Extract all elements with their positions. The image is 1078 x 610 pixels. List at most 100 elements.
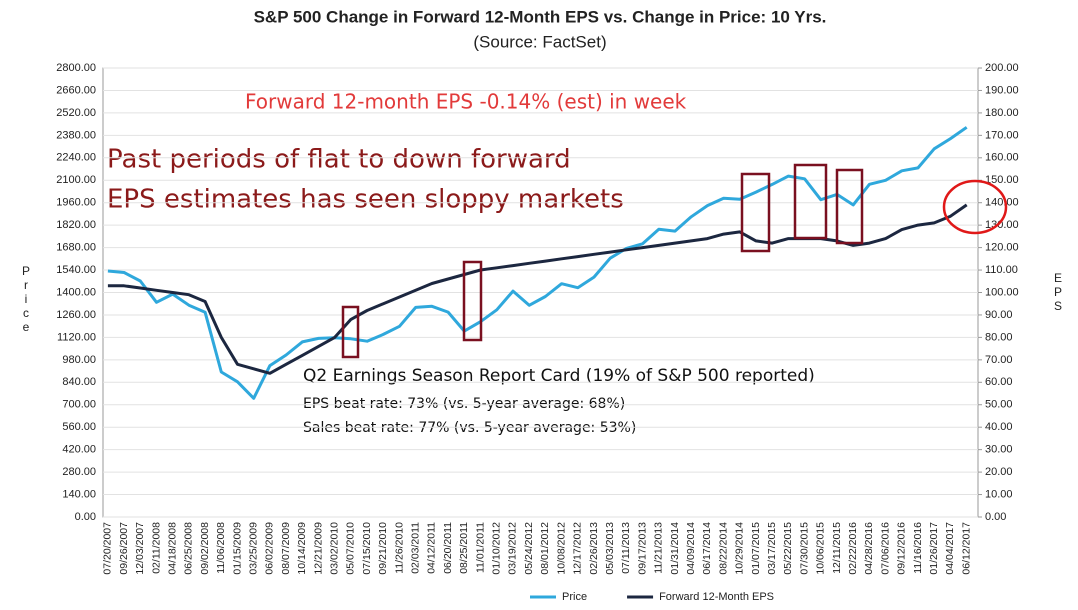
x-tick-label: 07/06/2016 [879, 522, 891, 575]
annotation: EPS estimates has seen sloppy markets [107, 185, 624, 215]
y-tick-label: 2660.00 [56, 84, 96, 96]
y2-tick-label: 90.00 [985, 309, 1013, 321]
x-tick-label: 08/07/2009 [280, 522, 292, 575]
highlight-box [740, 172, 771, 253]
x-tick-label: 11/26/2010 [393, 522, 405, 574]
x-tick-label: 09/02/2008 [199, 522, 211, 575]
y-tick-label: 1400.00 [56, 286, 96, 298]
y-tick-label: 2240.00 [56, 152, 96, 164]
y-tick-label: 280.00 [62, 466, 96, 478]
x-tick-label: 05/03/2013 [604, 522, 616, 575]
x-tick-label: 09/12/2016 [896, 522, 908, 575]
x-tick-label: 02/11/2008 [150, 522, 162, 574]
y-tick-label: 1820.00 [56, 219, 96, 231]
highlight-box [462, 260, 483, 342]
x-tick-label: 01/07/2015 [750, 522, 762, 575]
y2-tick-label: 200.00 [985, 62, 1019, 74]
chart-subtitle: (Source: FactSet) [473, 32, 606, 51]
y2-tick-label: 190.00 [985, 84, 1019, 96]
y2-tick-label: 70.00 [985, 354, 1013, 366]
annotation: Sales beat rate: 77% (vs. 5-year average… [303, 420, 636, 436]
x-tick-label: 11/16/2016 [912, 522, 924, 574]
y2-tick-label: 20.00 [985, 466, 1013, 478]
x-tick-label: 10/06/2015 [815, 522, 827, 575]
y-tick-label: 840.00 [62, 376, 96, 388]
x-tick-label: 04/28/2016 [863, 522, 875, 575]
x-tick-label: 08/01/2012 [539, 522, 551, 575]
y-tick-label: 2100.00 [56, 174, 96, 186]
x-tick-label: 12/21/2009 [312, 522, 324, 575]
x-tick-label: 08/22/2014 [717, 522, 729, 575]
x-tick-label: 02/22/2016 [847, 522, 859, 575]
x-tick-label: 10/29/2014 [734, 522, 746, 575]
x-tick-label: 03/25/2009 [247, 522, 259, 575]
x-tick-label: 04/04/2017 [944, 522, 956, 575]
highlight-box [835, 168, 864, 245]
x-tick-label: 07/20/2007 [102, 522, 114, 575]
x-tick-label: 03/19/2012 [507, 522, 519, 575]
x-tick-label: 09/17/2013 [636, 522, 648, 575]
x-tick-label: 07/11/2013 [620, 522, 632, 574]
x-tick-label: 12/17/2012 [572, 522, 584, 575]
y-tick-label: 2520.00 [56, 107, 96, 119]
y2-tick-label: 30.00 [985, 444, 1013, 456]
y-tick-label: 2800.00 [56, 62, 96, 74]
x-tick-label: 04/18/2008 [166, 522, 178, 575]
y2-tick-label: 60.00 [985, 376, 1013, 388]
y2-tick-label: 50.00 [985, 399, 1013, 411]
y-tick-label: 700.00 [62, 399, 96, 411]
x-tick-label: 02/03/2011 [410, 522, 422, 574]
y2-tick-label: 100.00 [985, 286, 1019, 298]
y-tick-label: 0.00 [75, 511, 96, 523]
y-tick-label: 1540.00 [56, 264, 96, 276]
y2-tick-label: 80.00 [985, 331, 1013, 343]
annotation: Forward 12-month EPS -0.14% (est) in wee… [245, 90, 687, 114]
highlight-ellipse [942, 179, 1008, 235]
y2-tick-label: 110.00 [985, 264, 1018, 276]
x-tick-label: 07/30/2015 [798, 522, 810, 575]
y-tick-label: 560.00 [62, 421, 96, 433]
x-tick-label: 10/14/2009 [296, 522, 308, 575]
x-tick-label: 06/17/2014 [701, 522, 713, 575]
legend-label: Forward 12-Month EPS [659, 591, 774, 603]
x-tick-label: 01/31/2014 [669, 522, 681, 575]
x-tick-label: 11/21/2013 [653, 522, 665, 574]
y2-tick-label: 120.00 [985, 242, 1019, 254]
x-tick-label: 08/25/2011 [458, 522, 470, 574]
x-tick-label: 09/26/2007 [118, 522, 130, 575]
x-tick-label: 02/26/2013 [588, 522, 600, 575]
x-tick-label: 06/20/2011 [442, 522, 454, 574]
x-tick-label: 01/10/2012 [491, 522, 503, 575]
highlight-boxes [341, 163, 1008, 359]
x-tick-label: 06/25/2008 [183, 522, 195, 575]
y-tick-label: 420.00 [62, 444, 96, 456]
x-tick-label: 05/22/2015 [782, 522, 794, 575]
y2-tick-label: 150.00 [985, 174, 1019, 186]
x-tick-label: 01/26/2017 [928, 522, 940, 575]
x-tick-label: 06/12/2017 [960, 522, 972, 575]
x-tick-label: 10/08/2012 [555, 522, 567, 575]
y2-tick-label: 10.00 [985, 488, 1013, 500]
x-tick-label: 09/21/2010 [377, 522, 389, 575]
x-tick-label: 03/17/2015 [766, 522, 778, 575]
x-tick-label: 07/15/2010 [361, 522, 373, 575]
y-tick-label: 1680.00 [56, 242, 96, 254]
highlight-box [341, 305, 360, 359]
y-tick-label: 2380.00 [56, 129, 96, 141]
series-line [107, 126, 968, 400]
x-tick-label: 05/07/2010 [345, 522, 357, 575]
annotation: Q2 Earnings Season Report Card (19% of S… [303, 366, 815, 386]
y2-tick-label: 160.00 [985, 152, 1019, 164]
annotation: Past periods of flat to down forward [107, 145, 571, 175]
x-tick-label: 11/01/2011 [474, 522, 486, 573]
x-tick-label: 11/06/2008 [215, 522, 227, 574]
x-tick-label: 05/24/2012 [523, 522, 535, 575]
y2-tick-label: 40.00 [985, 421, 1013, 433]
x-tick-label: 03/02/2010 [328, 522, 340, 575]
y2-tick-label: 180.00 [985, 107, 1019, 119]
x-tick-label: 12/11/2015 [831, 522, 843, 574]
x-tick-label: 01/15/2009 [231, 522, 243, 575]
